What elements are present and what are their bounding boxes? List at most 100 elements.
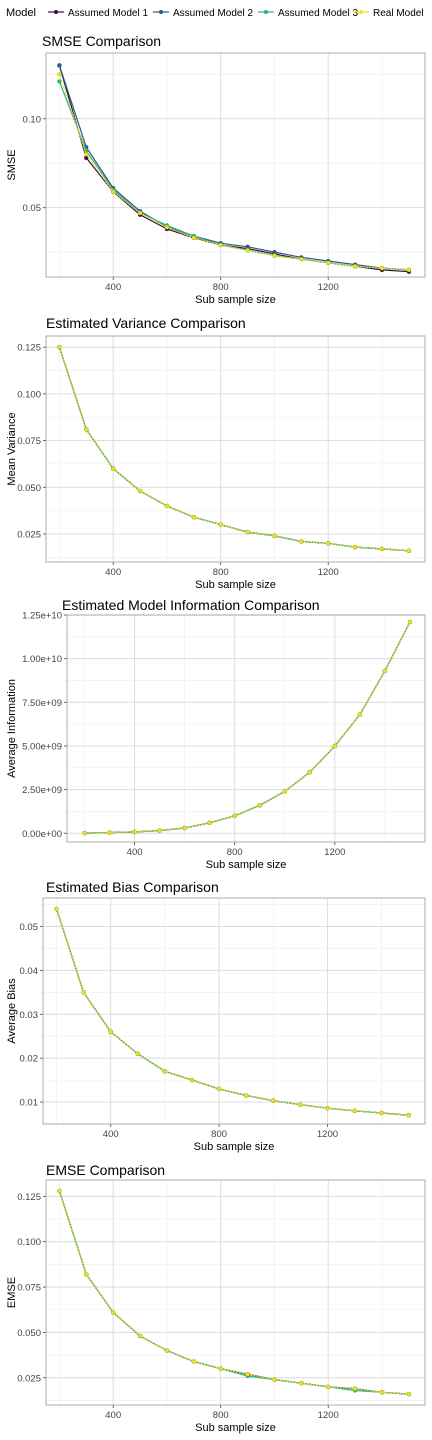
x-tick-label: 400	[105, 567, 121, 578]
data-point	[216, 1086, 222, 1092]
y-tick-label: 0.03	[20, 1010, 39, 1021]
data-point	[218, 242, 223, 248]
plot-border	[45, 335, 426, 563]
legend-key-point	[159, 10, 163, 14]
y-tick-label: 0.050	[17, 483, 41, 494]
data-point	[272, 533, 277, 539]
x-tick-label: 400	[103, 1129, 119, 1140]
chart-panel-3: Estimated Model Information Comparison 40…	[6, 597, 426, 871]
x-tick-label: 800	[213, 1410, 229, 1421]
legend-label: Real Model	[373, 8, 424, 19]
data-point	[232, 813, 237, 818]
y-tick-label: 0.125	[17, 1192, 41, 1203]
data-point	[111, 189, 116, 194]
y-tick-label: 0.00e+00	[22, 829, 62, 840]
data-point	[191, 515, 196, 520]
data-point	[207, 820, 212, 825]
x-tick-label: 1200	[318, 1410, 339, 1421]
x-tick-label: 400	[127, 847, 143, 858]
y-tick-label: 0.05	[20, 922, 39, 933]
plot-area	[46, 1180, 425, 1405]
x-tick-label: 1200	[324, 847, 345, 858]
series-line	[58, 1190, 409, 1395]
x-axis-title: Sub sample size	[195, 294, 276, 306]
data-point	[162, 1069, 168, 1074]
data-point	[164, 503, 170, 509]
data-point	[357, 712, 363, 717]
plot-border	[42, 897, 426, 1125]
data-point	[352, 1108, 357, 1113]
data-point	[326, 541, 331, 546]
y-tick-label: 0.10	[23, 114, 42, 125]
data-point	[406, 1113, 411, 1118]
y-axis-title: SMSE	[6, 149, 18, 180]
series-line	[58, 347, 409, 552]
y-tick-label: 0.100	[17, 1237, 41, 1248]
x-tick-label: 1200	[318, 567, 339, 578]
data-point	[407, 619, 413, 625]
data-point	[352, 264, 358, 269]
plot-area	[46, 53, 425, 277]
chart-title: Estimated Model Information Comparison	[62, 597, 320, 613]
data-point	[244, 1093, 249, 1098]
data-point	[137, 210, 143, 216]
legend-label: Assumed Model 2	[173, 8, 253, 19]
legend-item: Assumed Model 3	[258, 8, 358, 19]
series-4	[82, 619, 413, 836]
data-point	[299, 539, 304, 544]
data-point	[257, 803, 262, 808]
data-point	[282, 789, 287, 794]
data-point	[82, 830, 87, 836]
x-tick-label: 800	[211, 1129, 227, 1140]
data-point	[299, 1381, 304, 1386]
chart-title: EMSE Comparison	[46, 1162, 165, 1178]
data-point	[325, 1106, 330, 1111]
data-point	[182, 825, 187, 831]
data-point	[307, 770, 312, 775]
y-tick-label: 0.100	[17, 389, 41, 400]
data-point	[157, 828, 162, 833]
data-point	[191, 235, 196, 241]
x-tick-label: 800	[213, 567, 229, 578]
chart-panels: SMSE Comparison 400 800 1200 0.05 0.10 Sub sam…	[6, 33, 426, 1434]
series-4	[54, 906, 411, 1118]
series-line	[58, 74, 409, 271]
data-point	[137, 488, 143, 494]
data-point	[164, 1348, 170, 1353]
data-point	[108, 1029, 113, 1034]
data-point	[326, 1384, 331, 1390]
data-point	[406, 267, 412, 273]
data-point	[245, 248, 250, 253]
chart-panel-4: Estimated Bias Comparison 400 800 1200 0.01 0…	[6, 879, 426, 1153]
legend-item: Assumed Model 2	[153, 8, 253, 19]
data-point	[332, 743, 338, 749]
legend-key-point	[359, 10, 363, 14]
data-point	[135, 1051, 140, 1056]
data-point	[352, 1386, 358, 1391]
data-point	[57, 79, 62, 84]
chart-title: Estimated Bias Comparison	[46, 879, 219, 895]
data-point	[406, 1391, 412, 1397]
y-tick-label: 0.075	[17, 1283, 41, 1294]
series-line	[55, 908, 409, 1116]
series-line	[84, 621, 411, 834]
x-axis-title: Sub sample size	[195, 1422, 276, 1434]
plot-area	[67, 615, 425, 842]
x-tick-label: 800	[213, 282, 229, 293]
y-tick-label: 1.00e+10	[22, 654, 62, 665]
legend-label: Assumed Model 1	[68, 8, 148, 19]
legend-key-point	[264, 10, 268, 14]
x-axis-title: Sub sample size	[195, 579, 276, 591]
legend: Model Assumed Model 1 Assumed Model 2 Assum…	[6, 7, 424, 19]
data-point	[191, 1359, 196, 1364]
data-point	[271, 1098, 276, 1103]
chart-title: SMSE Comparison	[42, 33, 161, 49]
y-axis-title: Average Bias	[6, 978, 18, 1044]
data-point	[57, 1188, 62, 1194]
data-point	[84, 152, 89, 157]
x-tick-label: 400	[105, 1410, 121, 1421]
data-point	[272, 1377, 277, 1382]
data-point	[218, 1366, 223, 1371]
x-tick-label: 800	[227, 847, 243, 858]
